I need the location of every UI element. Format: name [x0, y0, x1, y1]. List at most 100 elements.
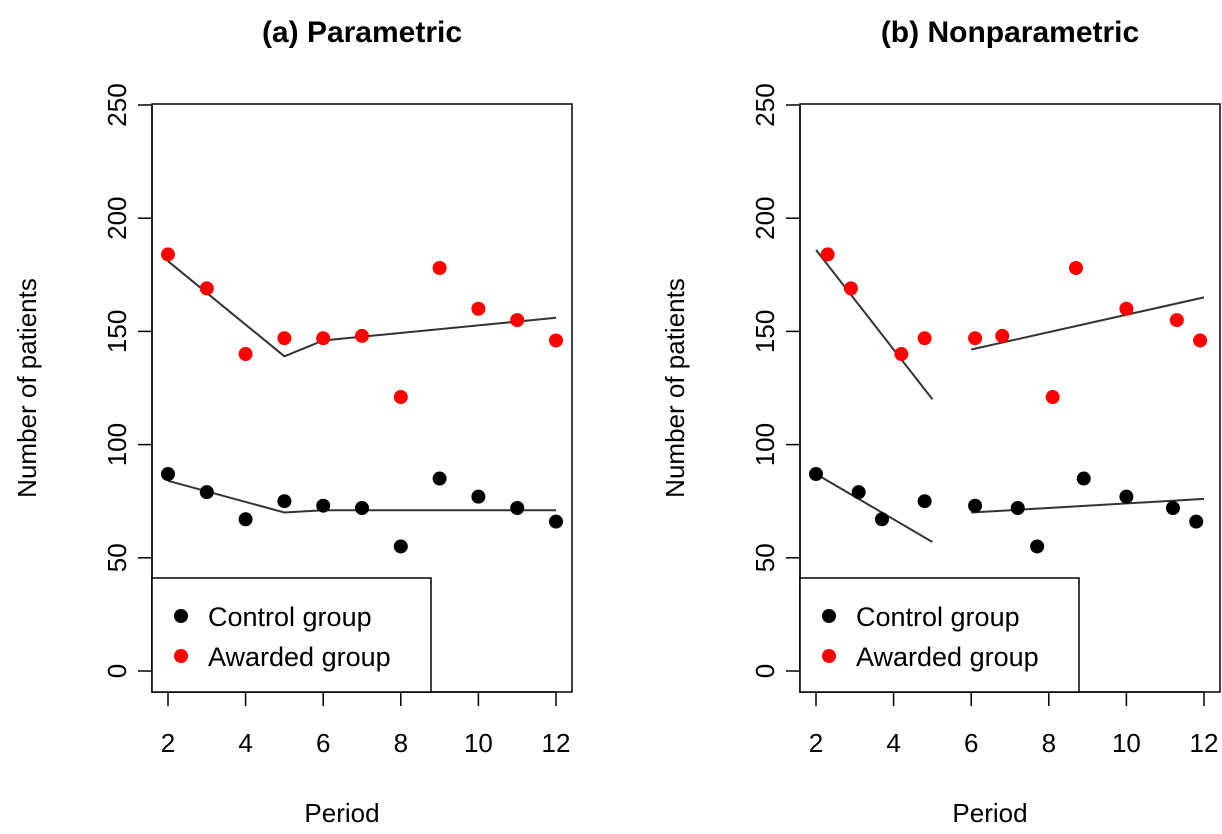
data-point — [851, 485, 866, 500]
data-point — [1165, 500, 1180, 515]
data-point — [432, 261, 447, 276]
series-awarded — [820, 247, 1208, 405]
y-axis: 0 50 100 150 200 250 — [102, 83, 153, 678]
chart-title: (b) Nonparametric — [881, 16, 1139, 49]
data-point — [917, 331, 932, 346]
data-point — [1030, 539, 1045, 554]
chart-panel-1: (a) Parametric Period Number of patients 2 4… — [12, 16, 573, 828]
fit-line — [167, 260, 557, 358]
data-point — [843, 281, 858, 296]
data-point — [917, 494, 932, 509]
fit-line — [167, 479, 556, 514]
data-point — [820, 247, 835, 262]
x-tick-label: 6 — [964, 728, 978, 758]
data-point — [1076, 471, 1091, 486]
data-point — [277, 494, 292, 509]
legend-label: Control group — [856, 602, 1020, 632]
x-tick-label: 6 — [316, 728, 330, 758]
series-control — [809, 467, 1204, 554]
x-tick-label: 8 — [1042, 728, 1056, 758]
x-axis-label: Period — [952, 798, 1027, 828]
x-tick-label: 12 — [542, 728, 571, 758]
data-point — [238, 512, 253, 527]
fit-line — [815, 473, 933, 543]
data-point — [199, 281, 214, 296]
fit-line — [971, 497, 1205, 514]
data-point — [471, 301, 486, 316]
legend: Control group Awarded group — [151, 577, 432, 693]
data-point — [316, 331, 331, 346]
data-point — [968, 498, 983, 513]
data-point — [995, 328, 1010, 343]
legend-label: Control group — [208, 602, 372, 632]
data-point — [1045, 390, 1060, 405]
data-point — [355, 328, 369, 343]
y-axis-label: Number of patients — [660, 278, 690, 498]
data-point — [894, 347, 909, 362]
y-tick-label: 100 — [750, 423, 780, 466]
data-point — [355, 500, 369, 515]
chart-title: (a) Parametric — [262, 16, 462, 49]
data-point — [393, 390, 408, 405]
data-point — [161, 467, 175, 482]
y-tick-label: 0 — [102, 664, 132, 678]
data-point — [1169, 313, 1184, 328]
y-tick-label: 50 — [102, 543, 132, 572]
fit-line — [815, 249, 934, 400]
x-tick-label: 10 — [464, 728, 493, 758]
data-point — [510, 313, 525, 328]
data-point — [199, 485, 214, 500]
series-awarded — [161, 247, 563, 405]
x-axis: 2 4 6 8 10 12 — [161, 691, 571, 758]
data-point — [1193, 333, 1208, 348]
legend-marker — [174, 609, 188, 623]
x-tick-label: 10 — [1112, 728, 1141, 758]
series-control — [161, 467, 563, 554]
data-point — [809, 467, 823, 482]
data-point — [1010, 500, 1025, 515]
data-point — [549, 514, 563, 529]
data-point — [1119, 301, 1134, 316]
x-axis: 2 4 6 8 10 12 — [809, 691, 1219, 758]
x-tick-label: 4 — [238, 728, 252, 758]
data-point — [238, 347, 253, 362]
legend-label: Awarded group — [208, 642, 391, 672]
data-point — [874, 512, 889, 527]
x-tick-label: 2 — [161, 728, 175, 758]
legend-box — [799, 577, 1080, 693]
data-point — [1119, 489, 1134, 504]
legend-marker — [822, 609, 836, 623]
x-tick-label: 12 — [1190, 728, 1219, 758]
data-point — [316, 498, 331, 513]
data-point — [1189, 514, 1204, 529]
data-point — [510, 500, 525, 515]
y-tick-label: 150 — [750, 310, 780, 353]
fit-line — [970, 296, 1205, 351]
x-axis-label: Period — [304, 798, 379, 828]
legend-marker — [174, 649, 188, 663]
x-tick-label: 2 — [809, 728, 823, 758]
x-tick-label: 4 — [886, 728, 900, 758]
legend-marker — [822, 649, 836, 663]
legend-box — [151, 577, 432, 693]
x-tick-label: 8 — [394, 728, 408, 758]
y-tick-label: 250 — [102, 83, 132, 126]
chart-panel-2: (b) Nonparametric Period Number of patient… — [660, 16, 1221, 828]
data-point — [968, 331, 983, 346]
y-axis: 0 50 100 150 200 250 — [750, 83, 801, 678]
y-tick-label: 50 — [750, 543, 780, 572]
y-tick-label: 100 — [102, 423, 132, 466]
data-point — [1068, 261, 1083, 276]
y-axis-label: Number of patients — [12, 278, 42, 498]
y-tick-label: 250 — [750, 83, 780, 126]
y-tick-label: 200 — [102, 197, 132, 240]
data-point — [161, 247, 175, 262]
data-point — [277, 331, 292, 346]
y-tick-label: 0 — [750, 664, 780, 678]
legend: Control group Awarded group — [799, 577, 1080, 693]
y-tick-label: 200 — [750, 197, 780, 240]
data-point — [432, 471, 447, 486]
data-point — [549, 333, 563, 348]
legend-label: Awarded group — [856, 642, 1039, 672]
